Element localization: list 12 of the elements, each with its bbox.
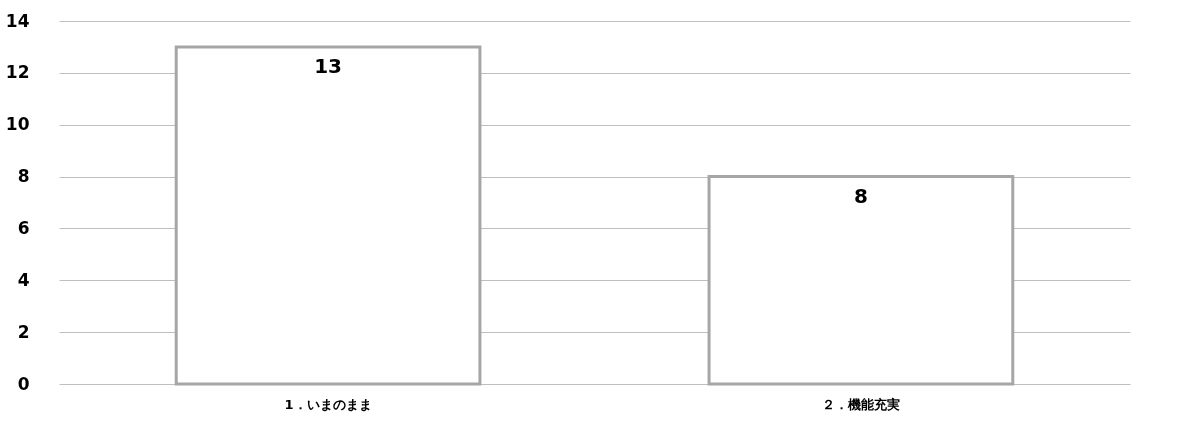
x-tick-label: ２．機能充実 [821, 396, 900, 412]
y-tick-label: 8 [17, 166, 30, 187]
data-label: 13 [314, 53, 342, 78]
x-tick-label: 1．いまのまま [284, 396, 372, 412]
y-tick-label: 10 [5, 114, 30, 135]
y-tick-label: 2 [17, 321, 30, 342]
data-label: 8 [853, 183, 868, 208]
y-tick-label: 14 [5, 10, 30, 31]
y-tick-label: 0 [17, 373, 30, 394]
y-tick-label: 12 [5, 62, 30, 83]
y-tick-label: 4 [17, 269, 30, 290]
y-tick-label: 6 [17, 217, 30, 238]
